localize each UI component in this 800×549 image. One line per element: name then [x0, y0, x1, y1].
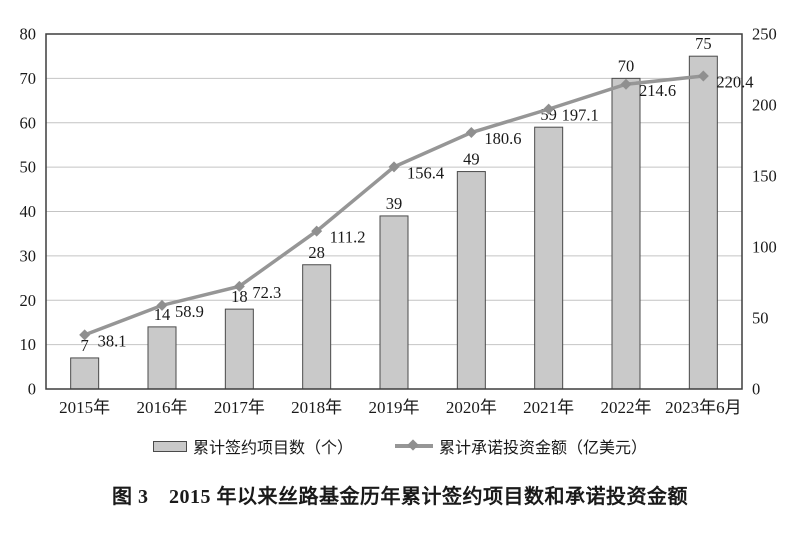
x-axis-label: 2021年	[523, 398, 574, 417]
bar-2019年	[379, 215, 409, 390]
bar-2022年	[611, 77, 641, 390]
line-swatch-icon	[395, 438, 433, 451]
legend-line-label: 累计承诺投资金额（亿美元）	[439, 440, 648, 457]
left-axis-tick: 10	[20, 335, 37, 354]
bar-value-label: 75	[695, 34, 712, 53]
left-axis-tick: 30	[20, 246, 37, 265]
left-axis-tick: 80	[20, 25, 37, 44]
right-axis-tick: 0	[752, 380, 760, 399]
x-axis-label: 2018年	[291, 398, 342, 417]
right-axis-tick: 250	[752, 25, 777, 44]
right-axis-tick: 50	[752, 309, 769, 328]
bar-value-label: 39	[386, 194, 403, 213]
left-axis-tick: 20	[20, 291, 37, 310]
diamond-marker-icon	[407, 438, 419, 451]
line-value-label: 220.4	[716, 73, 753, 92]
line-value-label: 38.1	[98, 331, 127, 350]
bar-2015年	[70, 357, 100, 390]
left-axis-tick: 50	[20, 158, 37, 177]
left-axis-tick: 40	[20, 202, 37, 221]
bar-2017年	[224, 308, 254, 390]
bar-2016年	[147, 326, 177, 390]
bar-value-label: 70	[618, 56, 635, 75]
bar-value-label: 49	[463, 150, 480, 169]
chart-area: 7 14 18 28 39 49 59 70 75 38.1 58.9 72.3 111.2 156.4 1…	[20, 25, 777, 418]
bar-2021年	[534, 126, 564, 390]
line-marker-2022年	[620, 78, 632, 90]
bar-value-label: 7	[81, 336, 89, 355]
line-marker-2019年	[388, 161, 400, 173]
legend-bars-label: 累计签约项目数（个）	[192, 440, 353, 457]
line-marker-2021年	[543, 103, 555, 115]
line-value-label: 197.1	[562, 106, 599, 125]
x-axis-label: 2017年	[214, 398, 265, 417]
bar-value-label: 18	[231, 287, 248, 306]
line-marker-2015年	[79, 329, 91, 341]
bar-2023年6月	[688, 55, 718, 390]
right-axis-tick: 150	[752, 167, 777, 186]
dual-axis-chart: 7141828394959707538.158.972.3111.2156.41…	[20, 25, 777, 418]
chart-legend: 累计签约项目数（个） 累计承诺投资金额（亿美元）	[0, 434, 800, 458]
x-axis-label: 2016年	[137, 398, 188, 417]
line-marker-2023年6月	[697, 70, 709, 82]
right-axis-tick: 200	[752, 96, 777, 115]
x-axis-label: 2022年	[601, 398, 652, 417]
left-axis-tick: 0	[28, 380, 36, 399]
line-value-label: 58.9	[175, 302, 204, 321]
bar-2020年	[456, 171, 486, 390]
bar-value-label: 14	[154, 305, 171, 324]
bar-swatch-icon	[152, 440, 187, 452]
x-axis-label: 2020年	[446, 398, 497, 417]
line-value-label: 156.4	[407, 163, 444, 182]
line-marker-2018年	[311, 225, 323, 237]
line-marker-2020年	[465, 127, 477, 139]
legend-item-line: 累计承诺投资金额（亿美元）	[395, 434, 647, 458]
line-value-label: 111.2	[330, 228, 366, 247]
line-value-label: 180.6	[484, 129, 521, 148]
line-marker-2016年	[156, 299, 168, 311]
figure-caption: 图 3 2015 年以来丝路基金历年累计签约项目数和承诺投资金额	[112, 486, 688, 508]
bar-2018年	[302, 264, 332, 390]
plot-border	[45, 33, 743, 390]
line-value-label: 214.6	[639, 81, 676, 100]
legend-item-bars: 累计签约项目数（个）	[152, 434, 353, 458]
x-axis-label: 2015年	[59, 398, 110, 417]
x-axis-label: 2019年	[369, 398, 420, 417]
bar-value-label: 28	[308, 243, 325, 262]
line-value-label: 72.3	[252, 283, 281, 302]
x-axis-label: 2023年6月	[665, 398, 742, 417]
left-axis-tick: 60	[20, 113, 37, 132]
left-axis-tick: 70	[20, 69, 37, 88]
line-marker-2017年	[233, 280, 245, 292]
right-axis-tick: 100	[752, 238, 777, 257]
